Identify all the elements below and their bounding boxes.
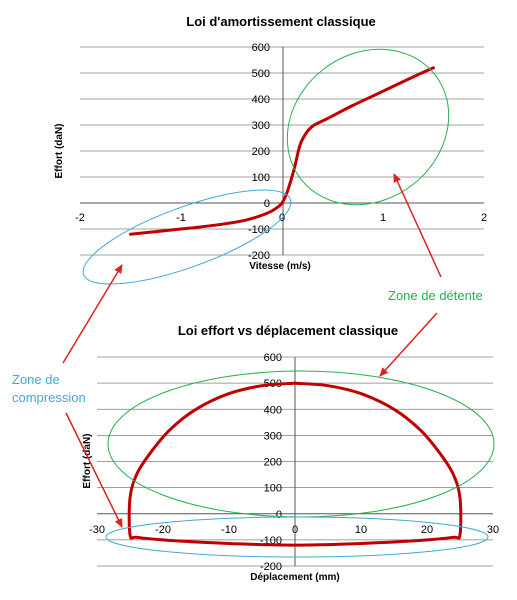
compression-zone-ellipse-2 xyxy=(105,516,489,558)
force-displacement-chart: Loi effort vs déplacement classique -200… xyxy=(82,323,499,583)
force-disp-y-tick-label: 400 xyxy=(264,404,282,416)
damping-chart: Loi d'amortissement classique -200 -100 0 1… xyxy=(54,14,487,272)
damping-x-tick-label: 2 xyxy=(481,212,487,224)
damping-x-tick-label: -1 xyxy=(176,212,186,224)
compression-zone-label-line2: compression xyxy=(12,390,86,405)
damping-y-tick-label: 600 xyxy=(252,42,270,54)
compression-arrow-up xyxy=(62,264,123,364)
force-disp-x-axis-label: Déplacement (mm) xyxy=(250,572,339,583)
force-disp-series-line xyxy=(127,381,463,547)
force-disp-y-tick-label: 100 xyxy=(264,483,282,495)
damping-y-tick-label: 400 xyxy=(252,94,270,106)
damping-x-tick-label: -2 xyxy=(75,212,85,224)
force-disp-y-tick-label: 600 xyxy=(264,352,282,364)
damping-y-tick-label: -100 xyxy=(248,224,270,236)
damping-chart-title: Loi d'amortissement classique xyxy=(186,14,375,29)
force-disp-y-tick-label: 0 xyxy=(276,509,282,521)
damping-series-line xyxy=(129,66,435,236)
force-disp-y-tick-label: 200 xyxy=(264,457,282,469)
damping-y-axis-label: Effort (daN) xyxy=(54,124,65,179)
damping-y-tick-label: 300 xyxy=(252,120,270,132)
damping-x-axis-label: Vitesse (m/s) xyxy=(249,261,311,272)
detente-zone-label: Zone de détente xyxy=(388,288,483,303)
force-disp-x-tick-label: -10 xyxy=(221,524,237,536)
damping-y-tick-label: 0 xyxy=(264,198,270,210)
compression-arrow-down xyxy=(65,412,123,528)
compression-zone-ellipse xyxy=(82,189,292,285)
force-disp-x-tick-label: 30 xyxy=(487,524,499,536)
damping-y-tick-label: 100 xyxy=(252,172,270,184)
damping-y-tick-label: -200 xyxy=(248,250,270,262)
damping-x-tick-label: 1 xyxy=(380,212,386,224)
force-disp-x-tick-label: 0 xyxy=(292,524,298,536)
force-disp-x-tick-label: 10 xyxy=(355,524,367,536)
force-disp-y-axis-label: Effort (daN) xyxy=(82,434,93,489)
force-disp-y-tick-label: -200 xyxy=(260,561,282,573)
compression-zone-label-line1: Zone de xyxy=(12,372,60,387)
detente-arrow-up xyxy=(393,173,442,278)
force-disp-x-tick-label: -20 xyxy=(155,524,171,536)
detente-arrow-down xyxy=(379,312,438,377)
force-disp-x-tick-label: 20 xyxy=(421,524,433,536)
force-displacement-chart-title: Loi effort vs déplacement classique xyxy=(178,323,398,338)
detente-zone-ellipse xyxy=(286,48,450,206)
detente-zone-ellipse-2 xyxy=(107,370,495,518)
damping-y-tick-label: 500 xyxy=(252,68,270,80)
force-disp-y-tick-label: 300 xyxy=(264,430,282,442)
damping-y-tick-label: 200 xyxy=(252,146,270,158)
force-disp-x-tick-label: -30 xyxy=(89,524,105,536)
